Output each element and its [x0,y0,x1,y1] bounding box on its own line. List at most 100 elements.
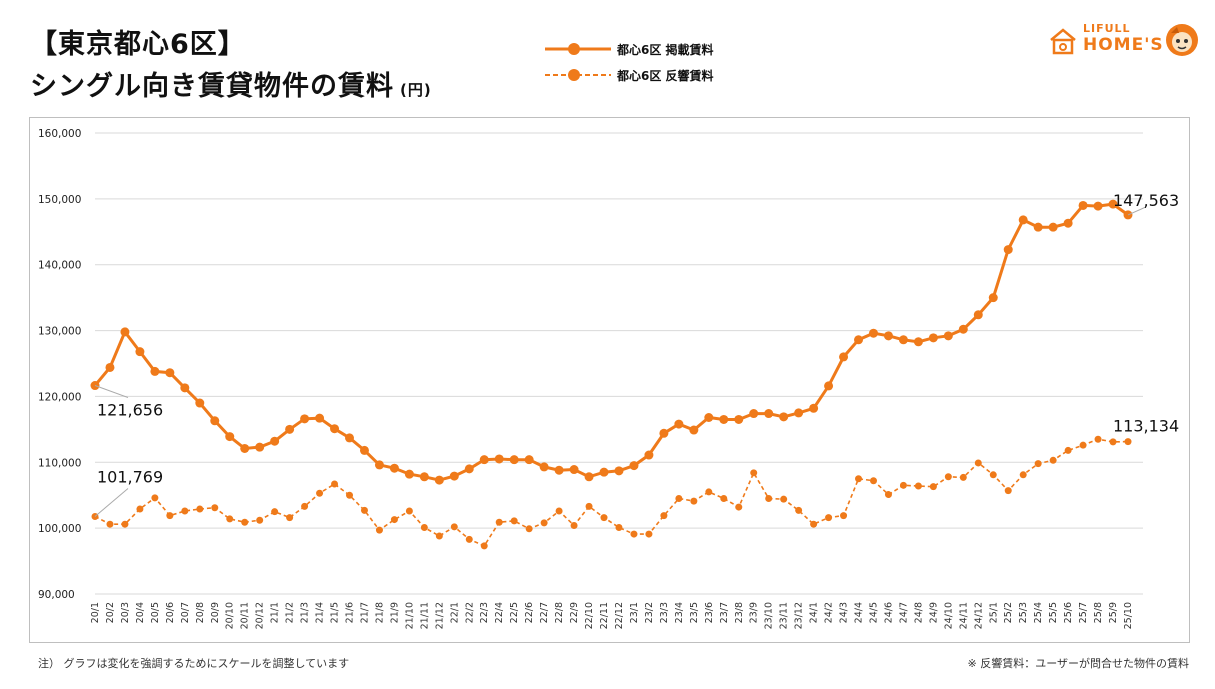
data-point-inquiry [540,519,548,527]
x-tick-label: 24/7 [898,602,909,623]
data-point-listing [285,424,295,434]
data-point-listing [524,455,534,465]
data-point-listing [988,293,998,303]
x-tick-label: 21/8 [374,602,385,623]
data-point-listing [389,463,399,473]
data-point-inquiry [211,504,219,512]
data-point-inquiry [286,514,294,522]
data-point-inquiry [1064,446,1072,454]
mascot-icon [1166,24,1198,56]
data-point-listing [255,442,265,452]
data-point-listing [240,443,250,453]
unit-label: (円) [400,81,432,99]
x-tick-label: 20/6 [165,602,176,623]
data-point-inquiry [914,482,922,490]
data-point-inquiry [884,491,892,499]
data-point-inquiry [780,495,788,503]
data-point-listing [359,445,369,455]
data-point-listing [434,475,444,485]
footnote-left: 注） グラフは変化を強調するためにスケールを調整しています [38,657,350,670]
data-point-inquiry [855,475,863,483]
data-point-listing [764,409,774,419]
x-tick-label: 20/1 [90,602,101,623]
series-line-inquiry [94,438,1129,547]
x-tick-label: 25/2 [1003,602,1014,623]
data-point-listing [1093,201,1103,211]
legend-solid-line-icon [545,43,611,55]
x-tick-label: 22/11 [599,602,610,629]
data-point-inquiry [570,522,578,530]
x-tick-label: 25/4 [1033,602,1044,623]
data-point-listing [135,347,145,357]
data-label-start-inquiry: 101,769 [97,467,163,486]
x-tick-label: 22/10 [584,602,595,629]
data-point-inquiry [765,495,773,503]
x-tick-label: 21/12 [434,602,445,629]
page-subtitle: シングル向き賃貸物件の賃料 (円) [30,64,432,103]
logo-text-small: LIFULL [1083,22,1131,35]
data-point-listing [644,450,654,460]
x-tick-label: 21/1 [270,602,281,623]
data-point-inquiry [840,512,848,520]
data-point-inquiry [405,507,413,515]
data-point-inquiry [720,495,728,503]
data-point-inquiry [331,480,339,488]
x-tick-label: 22/12 [614,602,625,629]
x-tick-label: 21/2 [285,602,296,623]
x-tick-label: 25/9 [1108,602,1119,623]
data-point-listing [854,335,864,345]
x-tick-label: 22/8 [554,602,565,623]
x-tick-label: 25/6 [1063,602,1074,623]
x-tick-label: 24/8 [913,602,924,623]
x-tick-label: 21/7 [359,602,370,623]
data-point-listing [584,472,594,482]
x-tick-label: 24/6 [883,602,894,623]
data-label-start-listing: 121,656 [97,401,163,420]
data-point-inquiry [795,506,803,514]
data-point-inquiry [196,505,204,513]
data-point-inquiry [1004,487,1012,495]
data-point-listing [809,403,819,413]
x-tick-label: 23/5 [689,602,700,623]
data-point-inquiry [226,515,234,523]
data-point-listing [674,419,684,429]
data-point-inquiry [166,512,174,520]
x-tick-label: 20/3 [120,602,131,623]
lifull-homes-logo: LIFULL HOME'S [1045,20,1205,64]
x-tick-label: 20/4 [135,602,146,623]
x-tick-label: 22/5 [509,602,520,623]
data-point-listing [689,425,699,435]
data-point-listing [749,409,759,419]
data-point-listing [225,432,235,442]
data-point-listing [374,460,384,470]
x-tick-label: 23/7 [719,602,730,623]
data-point-inquiry [510,517,518,525]
data-point-listing [704,413,714,423]
subtitle-text: シングル向き賃貸物件の賃料 [30,71,394,102]
data-point-listing [779,412,789,422]
data-point-inquiry [271,508,279,516]
data-label-end-inquiry: 113,134 [1113,417,1179,436]
data-point-listing [509,455,519,465]
data-point-inquiry [959,473,967,481]
data-label-end-listing: 147,563 [1113,191,1179,210]
data-point-inquiry [450,523,458,531]
x-tick-label: 21/5 [330,602,341,623]
x-tick-label: 20/11 [240,602,251,629]
x-tick-label: 25/7 [1078,602,1089,623]
data-point-listing [734,414,744,424]
line-chart: 90,000 100,000 110,000 120,000 130,000 140,00… [38,128,1179,629]
x-tick-label: 21/3 [300,602,311,623]
data-point-inquiry [630,530,638,538]
chart-frame: 90,000 100,000 110,000 120,000 130,000 140,00… [29,117,1190,643]
data-point-inquiry [375,526,383,534]
data-point-listing [330,424,340,434]
data-point-listing [195,398,205,408]
x-tick-label: 22/7 [539,602,550,623]
y-tick-label: 140,000 [38,260,81,272]
data-point-inquiry [121,520,129,528]
data-point-inquiry [974,459,982,467]
x-tick-label: 20/5 [150,602,161,623]
data-point-listing [839,352,849,362]
leader-line [94,488,129,517]
